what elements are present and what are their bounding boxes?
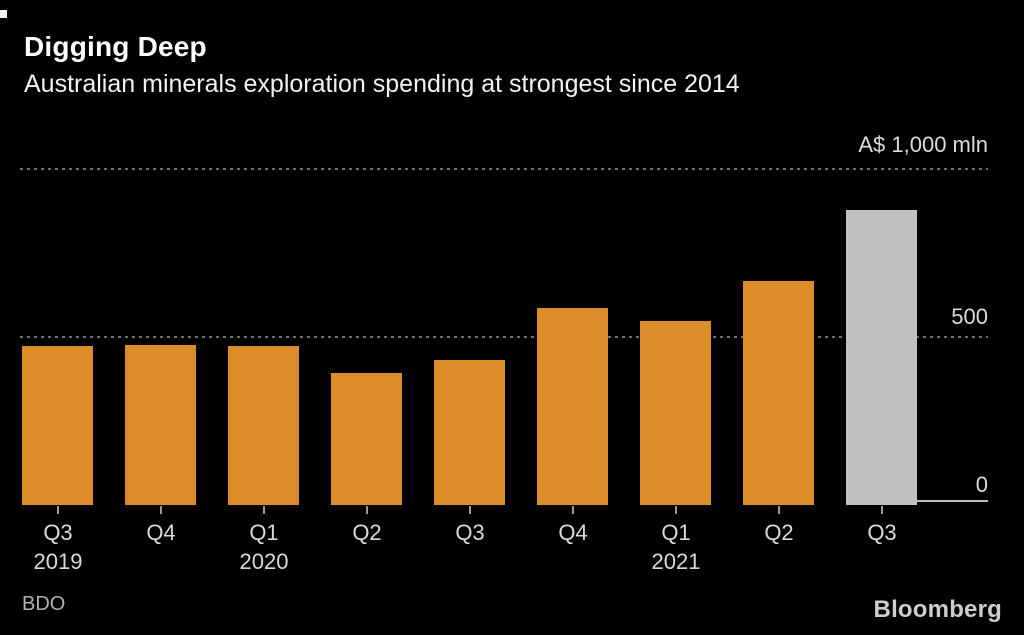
- x-tick-label-q2: Q2: [764, 520, 794, 545]
- gridline-1000: [20, 168, 988, 170]
- chart-subtitle: Australian minerals exploration spending…: [24, 70, 740, 98]
- bar-q3: [434, 360, 505, 505]
- x-tick-label-q4: Q4: [558, 520, 588, 545]
- x-tick-label-q3-2019: Q3: [43, 520, 73, 545]
- bar-q2: [743, 281, 814, 505]
- bar-q3-2019: [22, 346, 93, 505]
- x-tick-mark: [675, 506, 677, 514]
- bar-q3: [846, 210, 917, 505]
- y-tick-label-0: 0: [975, 472, 988, 497]
- x-year-label-2019: 2019: [33, 549, 83, 574]
- y-axis-unit-label: A$ 1,000 mln: [858, 132, 988, 157]
- x-tick-label-q3: Q3: [867, 520, 897, 545]
- source-label: BDO: [22, 593, 66, 615]
- x-tick-mark: [572, 506, 574, 514]
- x-tick-mark: [469, 506, 471, 514]
- y-tick-label-500: 500: [951, 304, 988, 329]
- x-tick-label-q4: Q4: [146, 520, 176, 545]
- x-tick-mark: [263, 506, 265, 514]
- bar-q1-2020: [228, 346, 299, 505]
- x-tick-mark: [160, 506, 162, 514]
- bar-q4: [125, 345, 196, 505]
- x-tick-mark: [57, 506, 59, 514]
- x-tick-mark: [366, 506, 368, 514]
- bar-q4: [537, 308, 608, 505]
- zero-axis-line: [917, 500, 988, 502]
- x-tick-mark: [881, 506, 883, 514]
- chart-header: Digging Deep Australian minerals explora…: [24, 30, 740, 100]
- chart-title: Digging Deep: [24, 31, 207, 62]
- bloomberg-logo: Bloomberg: [873, 596, 1002, 623]
- x-tick-label-q2: Q2: [352, 520, 382, 545]
- x-year-label-2020: 2020: [239, 549, 289, 574]
- bar-q1-2021: [640, 321, 711, 505]
- x-year-label-2021: 2021: [651, 549, 701, 574]
- gridline-500: [20, 336, 988, 338]
- x-tick-label-q1-2020: Q1: [249, 520, 279, 545]
- x-tick-label-q3: Q3: [455, 520, 485, 545]
- bar-q2: [331, 373, 402, 505]
- corner-artifact: [0, 10, 7, 18]
- x-tick-label-q1-2021: Q1: [661, 520, 691, 545]
- x-tick-mark: [778, 506, 780, 514]
